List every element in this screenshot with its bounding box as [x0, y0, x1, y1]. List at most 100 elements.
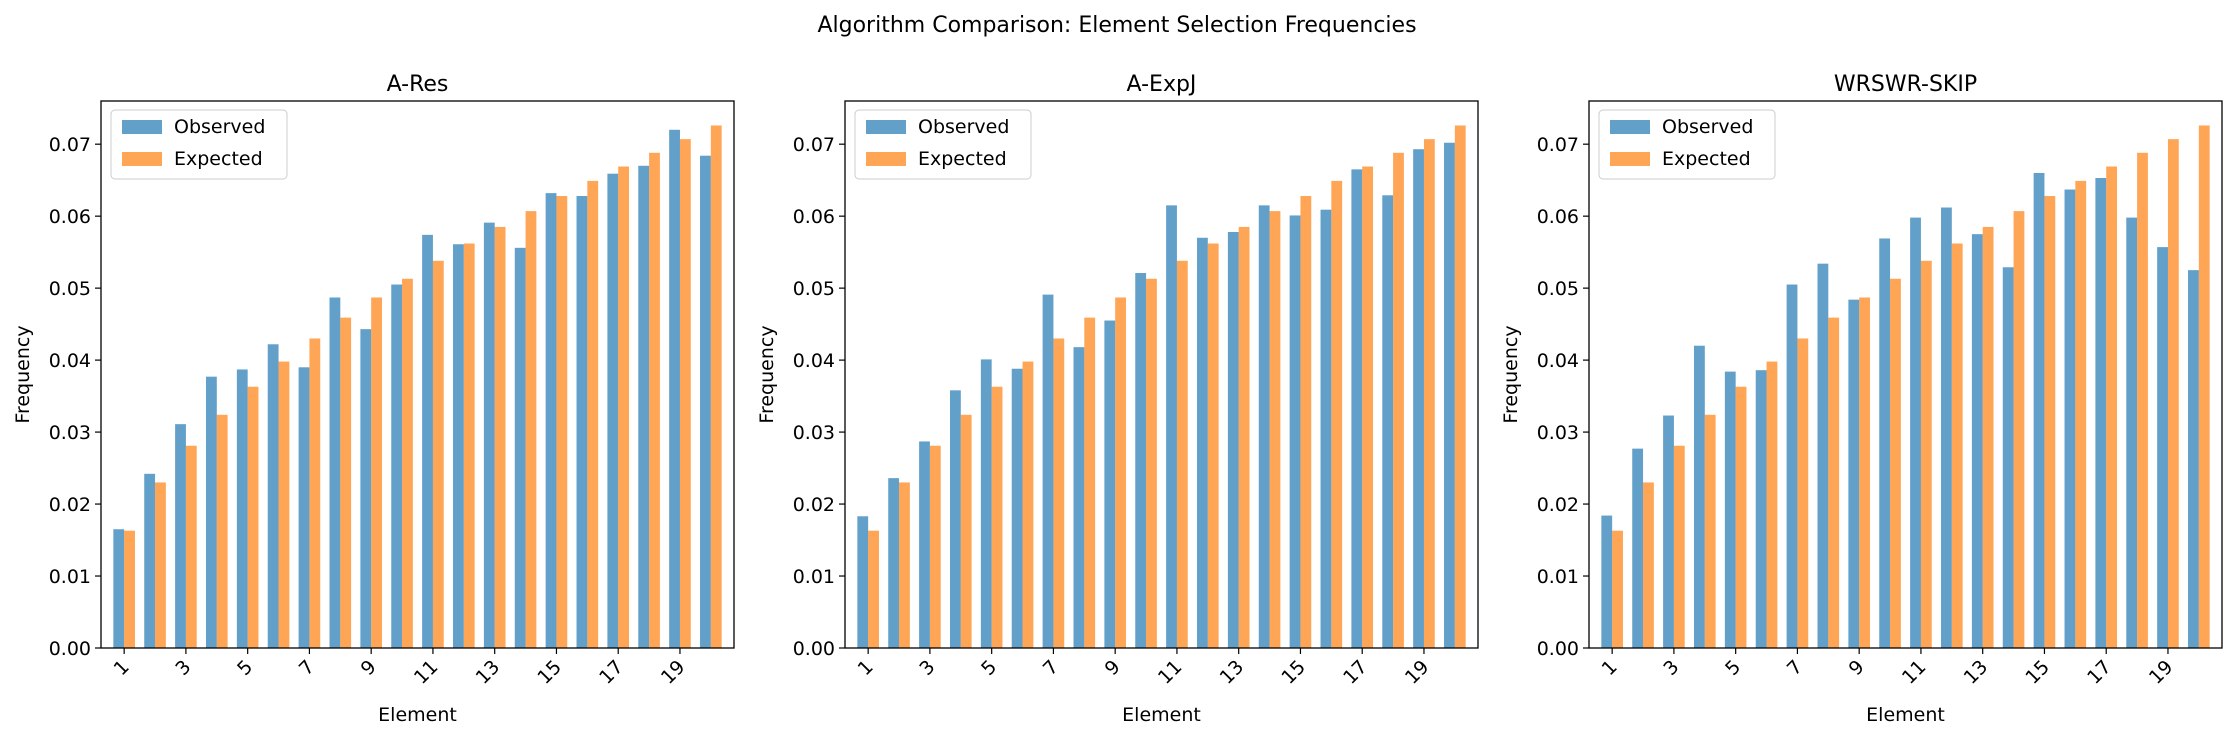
- y-tick-label: 0.01: [793, 566, 835, 588]
- wrswr-skip-legend: Observed Expected: [1598, 109, 1776, 180]
- a-res-legend: Observed Expected: [110, 109, 288, 180]
- wrswr-skip-axes-frame: [1588, 100, 2223, 649]
- bar-observed-4: [949, 390, 961, 648]
- y-tick-label: 0.06: [793, 206, 835, 228]
- bar-observed-4: [1693, 345, 1705, 648]
- bar-expected-3: [185, 445, 197, 648]
- y-tick-label: 0.00: [1537, 638, 1579, 660]
- bar-observed-5: [980, 359, 992, 648]
- bar-expected-12: [1951, 243, 1963, 648]
- bar-observed-9: [1848, 299, 1860, 648]
- y-tick-label: 0.03: [1537, 422, 1579, 444]
- bar-expected-14: [2013, 211, 2025, 648]
- bar-observed-7: [1042, 294, 1054, 648]
- bar-expected-20: [2198, 125, 2210, 649]
- bar-observed-8: [1817, 263, 1829, 648]
- bar-observed-15: [2033, 172, 2045, 648]
- y-tick-label: 0.02: [49, 494, 91, 516]
- bar-expected-7: [1797, 338, 1809, 648]
- bar-expected-15: [556, 196, 568, 648]
- bar-observed-6: [267, 344, 279, 648]
- y-tick-label: 0.01: [1537, 566, 1579, 588]
- legend-swatch-observed: [122, 120, 162, 134]
- bar-expected-1: [124, 530, 135, 648]
- bar-expected-3: [1673, 445, 1685, 648]
- y-tick-label: 0.02: [793, 494, 835, 516]
- legend-swatch-expected: [122, 152, 162, 166]
- chart-panel-a-res: 0.000.010.020.030.040.050.060.071 3 5 7 9 11 1…: [12, 72, 735, 726]
- a-expj-title: A-ExpJ: [1127, 72, 1197, 97]
- bar-expected-8: [1084, 317, 1096, 648]
- bar-observed-20: [1444, 142, 1455, 649]
- a-res-bars: [113, 125, 722, 649]
- bar-expected-16: [587, 180, 599, 648]
- bar-observed-3: [919, 441, 930, 648]
- bar-expected-5: [991, 386, 1003, 648]
- bar-expected-2: [899, 482, 910, 648]
- bar-expected-10: [1146, 278, 1157, 648]
- bar-expected-13: [1238, 226, 1250, 648]
- bar-observed-6: [1011, 368, 1023, 648]
- bar-expected-9: [1115, 297, 1126, 648]
- bar-expected-4: [1704, 414, 1716, 648]
- y-tick-label: 0.04: [1537, 350, 1579, 372]
- bar-observed-20: [700, 155, 711, 648]
- bar-expected-19: [2167, 139, 2179, 648]
- bar-expected-20: [710, 125, 722, 649]
- bar-expected-16: [1331, 180, 1343, 648]
- legend-label-observed: Observed: [1662, 116, 1753, 138]
- bar-expected-15: [1300, 196, 1312, 648]
- bar-observed-2: [144, 473, 156, 648]
- bar-observed-19: [669, 129, 680, 649]
- bar-observed-13: [483, 222, 495, 648]
- y-tick-label: 0.06: [1537, 206, 1579, 228]
- bar-observed-9: [360, 329, 372, 648]
- a-expj-bars: [857, 125, 1466, 649]
- legend-label-expected: Expected: [174, 148, 263, 170]
- a-res-x-axis-label: Element: [378, 704, 457, 726]
- y-tick-label: 0.07: [1537, 134, 1579, 156]
- bar-observed-14: [2002, 267, 2014, 648]
- bar-expected-14: [1269, 211, 1281, 648]
- bar-expected-20: [1454, 125, 1466, 649]
- bar-observed-7: [1786, 284, 1798, 648]
- bar-expected-12: [1207, 243, 1219, 648]
- bar-expected-19: [1423, 139, 1435, 648]
- legend-swatch-expected: [1610, 152, 1650, 166]
- bar-expected-10: [1890, 278, 1901, 648]
- y-tick-label: 0.03: [793, 422, 835, 444]
- bar-observed-8: [329, 297, 341, 648]
- bar-observed-12: [1941, 207, 1952, 648]
- y-tick-label: 0.00: [793, 638, 835, 660]
- bar-expected-12: [463, 243, 475, 648]
- a-expj-legend: Observed Expected: [854, 109, 1032, 180]
- bar-observed-19: [1413, 149, 1424, 648]
- bar-expected-17: [618, 166, 630, 648]
- legend-label-expected: Expected: [1662, 148, 1751, 170]
- bar-expected-10: [402, 278, 413, 648]
- bar-observed-1: [113, 529, 125, 648]
- bar-expected-9: [371, 297, 382, 648]
- y-tick-label: 0.05: [1537, 278, 1579, 300]
- bar-expected-4: [216, 414, 228, 648]
- bar-observed-11: [422, 234, 433, 648]
- bar-observed-16: [2064, 189, 2076, 648]
- wrswr-skip-bars: [1601, 125, 2210, 649]
- bar-expected-11: [432, 260, 444, 648]
- legend-swatch-observed: [1610, 120, 1650, 134]
- bar-expected-13: [1982, 226, 1994, 648]
- legend-label-observed: Observed: [174, 116, 265, 138]
- y-tick-label: 0.05: [793, 278, 835, 300]
- y-tick-label: 0.07: [793, 134, 835, 156]
- wrswr-skip-x-axis-label: Element: [1866, 704, 1945, 726]
- y-tick-label: 0.00: [49, 638, 91, 660]
- a-res-title: A-Res: [387, 72, 449, 97]
- bar-observed-15: [545, 193, 557, 648]
- y-tick-label: 0.05: [49, 278, 91, 300]
- bar-expected-9: [1859, 297, 1870, 648]
- bar-observed-6: [1755, 370, 1767, 648]
- bar-observed-5: [1724, 371, 1736, 648]
- y-tick-label: 0.06: [49, 206, 91, 228]
- bar-observed-9: [1104, 320, 1116, 648]
